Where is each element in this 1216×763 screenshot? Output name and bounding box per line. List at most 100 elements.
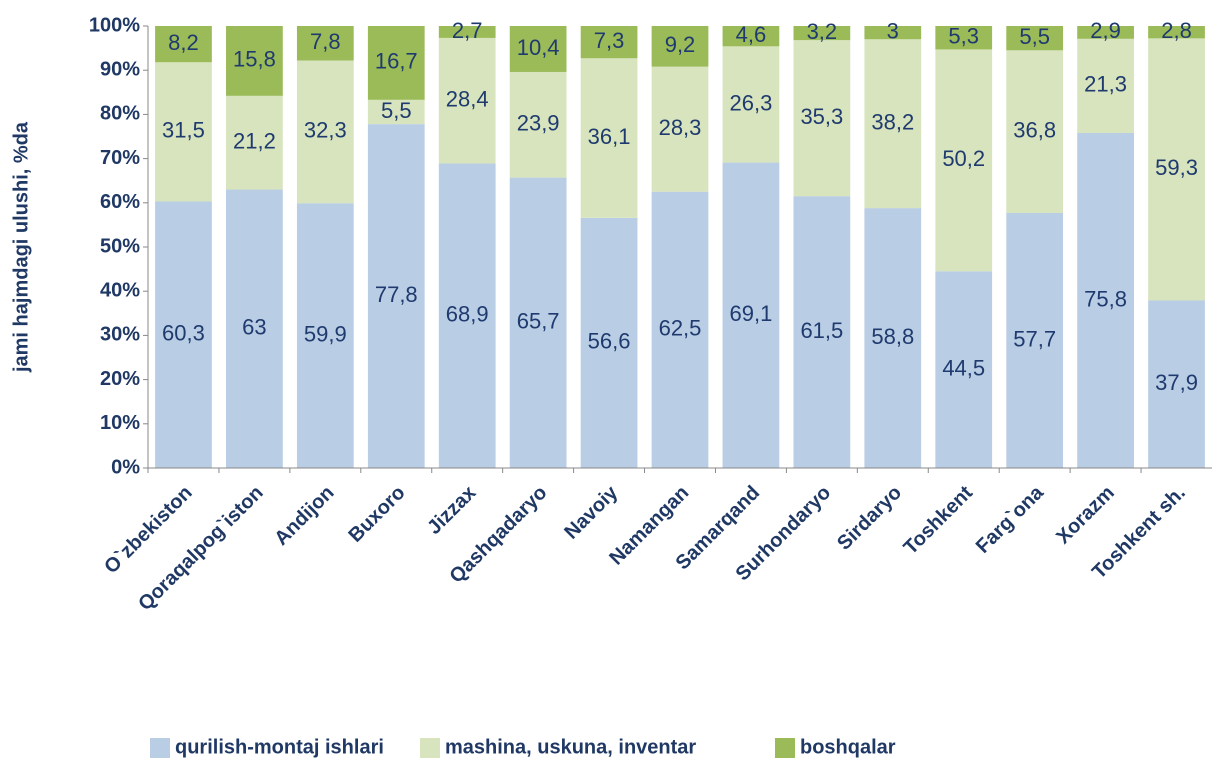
y-tick-label: 80% — [100, 103, 140, 125]
y-tick-label: 50% — [100, 235, 140, 257]
x-tick-label: Sirdaryo — [833, 482, 906, 555]
data-label: 32,3 — [304, 118, 347, 143]
bar-segment — [580, 26, 638, 59]
bar-segment — [1077, 38, 1134, 133]
bar-segment — [226, 189, 283, 469]
y-tick-label: 40% — [100, 279, 140, 301]
y-tick-label: 90% — [100, 58, 140, 80]
bar-segment — [1077, 132, 1134, 469]
legend-swatch — [420, 738, 440, 758]
bar-segment — [226, 26, 283, 96]
data-label: 58,8 — [871, 324, 914, 349]
bar-segment — [296, 203, 354, 468]
x-tick-label: Navoiy — [560, 481, 623, 544]
bar-segment — [438, 26, 496, 38]
data-label: 37,9 — [1155, 370, 1198, 395]
y-tick-label: 10% — [100, 412, 140, 434]
data-label: 5,5 — [381, 98, 412, 123]
bar-segment — [793, 26, 851, 41]
bar-segment — [651, 26, 709, 67]
data-label: 59,9 — [304, 321, 347, 346]
data-label: 21,2 — [233, 129, 276, 154]
x-tick-label: Jizzax — [423, 482, 480, 539]
bar-segment — [1148, 300, 1205, 468]
bar-segment — [935, 26, 993, 50]
data-label: 10,4 — [517, 35, 560, 60]
bar-segment — [296, 60, 354, 204]
data-label: 31,5 — [162, 118, 205, 143]
bar-segment — [722, 162, 780, 468]
bar-segment — [580, 217, 638, 468]
data-label: 38,2 — [871, 109, 914, 134]
y-tick-label: 30% — [100, 324, 140, 346]
bar-segment — [367, 99, 425, 125]
data-label: 56,6 — [588, 329, 631, 354]
data-label: 26,3 — [730, 90, 773, 115]
data-label: 7,8 — [310, 29, 341, 54]
data-label: 5,3 — [948, 24, 979, 49]
data-label: 60,3 — [162, 321, 205, 346]
data-label: 50,2 — [942, 146, 985, 171]
data-label: 8,2 — [168, 30, 199, 55]
bar-segment — [1077, 26, 1134, 39]
data-label: 28,3 — [659, 115, 702, 140]
bar-segment — [155, 26, 212, 63]
data-label: 62,5 — [659, 316, 702, 341]
bar-segment — [793, 40, 851, 197]
data-label: 44,5 — [942, 355, 985, 380]
data-label: 63 — [242, 315, 266, 340]
legend-swatch — [150, 738, 170, 758]
data-label: 9,2 — [665, 32, 696, 57]
data-label: 35,3 — [800, 104, 843, 129]
legend-label: boshqalar — [800, 736, 896, 758]
bar-segment — [651, 191, 709, 468]
legend-swatch — [775, 738, 795, 758]
bar-segment — [438, 163, 496, 468]
bar-segment — [580, 58, 638, 218]
bar-segment — [722, 26, 780, 47]
data-label: 3 — [887, 18, 899, 43]
bar-segment — [155, 62, 212, 202]
bar-segment — [651, 66, 709, 192]
y-axis-label: jami hajmdagi ulushi, %da — [10, 121, 32, 373]
data-label: 2,7 — [452, 18, 483, 43]
x-tick-label: Andijon — [270, 482, 338, 550]
legend-label: mashina, uskuna, inventar — [445, 736, 696, 758]
x-tick-label: Farg`ona — [972, 481, 1049, 558]
data-label: 4,6 — [736, 22, 767, 47]
data-label: 36,8 — [1013, 117, 1056, 142]
data-label: 75,8 — [1084, 286, 1127, 311]
data-label: 59,3 — [1155, 155, 1198, 180]
bar-segment — [1006, 50, 1064, 213]
data-label: 2,8 — [1161, 18, 1192, 43]
data-label: 36,1 — [588, 124, 631, 149]
bar-segment — [1148, 26, 1205, 39]
bar-segment — [509, 177, 567, 468]
x-tick-label: Toshkent — [900, 481, 978, 559]
bar-segment — [509, 71, 567, 178]
data-label: 65,7 — [517, 309, 560, 334]
x-tick-label: Buxoro — [344, 482, 409, 547]
x-tick-label: Qoraqalpog`iston — [134, 482, 267, 615]
data-label: 2,9 — [1090, 18, 1121, 43]
data-label: 7,3 — [594, 28, 625, 53]
data-label: 77,8 — [375, 282, 418, 307]
bar-segment — [367, 124, 425, 469]
bar-segment — [438, 37, 496, 164]
bar-segment — [226, 95, 283, 190]
data-label: 15,8 — [233, 47, 276, 72]
data-label: 21,3 — [1084, 72, 1127, 97]
x-tick-label: Xorazm — [1052, 482, 1119, 549]
bar-segment — [793, 196, 851, 469]
bar-segment — [1006, 212, 1064, 468]
bar-segment — [935, 49, 993, 272]
bar-segment — [864, 208, 922, 468]
data-label: 28,4 — [446, 87, 489, 112]
bar-segment — [509, 26, 567, 72]
bar-segment — [155, 201, 212, 468]
data-label: 16,7 — [375, 49, 418, 74]
data-label: 69,1 — [730, 301, 773, 326]
data-label: 23,9 — [517, 111, 560, 136]
bar-segment — [722, 46, 780, 163]
bar-segment — [864, 26, 922, 40]
